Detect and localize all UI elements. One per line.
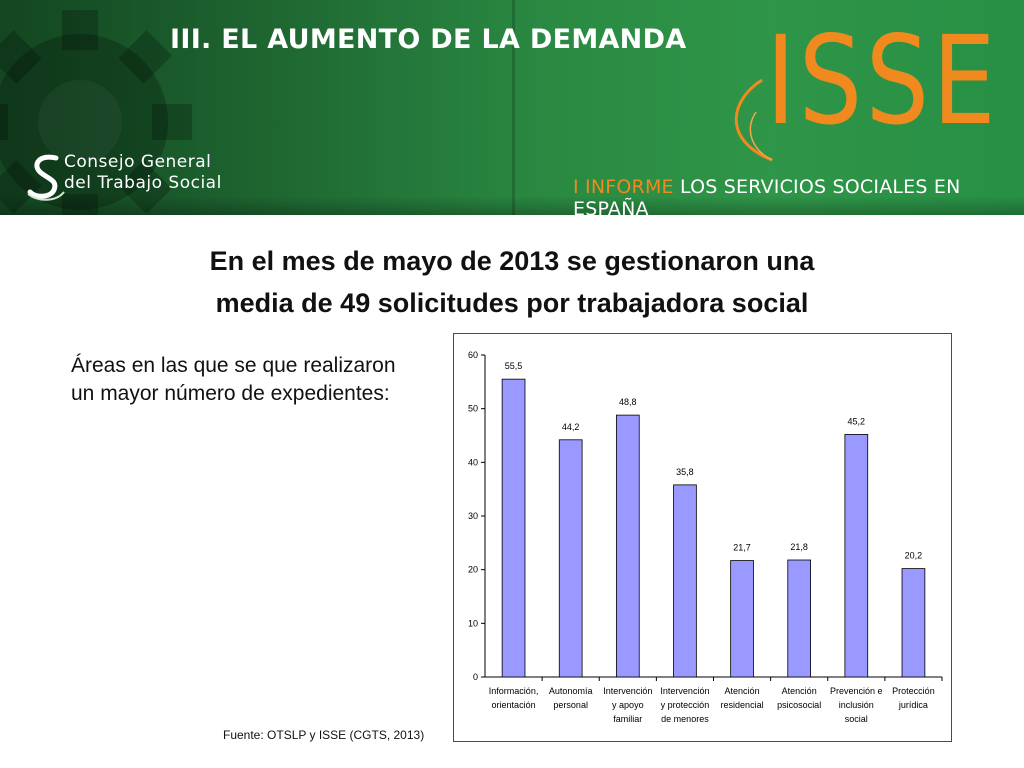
y-tick-label: 10 — [468, 618, 478, 628]
data-label: 48,8 — [619, 397, 637, 407]
headline: En el mes de mayo de 2013 se gestionaron… — [80, 240, 944, 324]
source-note: Fuente: OTSLP y ISSE (CGTS, 2013) — [223, 728, 425, 742]
informe-highlight: I INFORME — [573, 176, 674, 198]
data-label: 21,8 — [790, 542, 808, 552]
data-label: 35,8 — [676, 467, 694, 477]
category-label: Intervención y apoyo familiar — [603, 686, 652, 724]
category-label: Intervención y protección de menores — [660, 686, 709, 724]
cgts-line-2: del Trabajo Social — [64, 173, 222, 193]
header-banner: III. EL AUMENTO DE LA DEMANDA Consejo Ge… — [0, 0, 1024, 215]
bar — [558, 439, 583, 678]
informe-tagline: I INFORME LOS SERVICIOS SOCIALES EN ESPA… — [573, 176, 1024, 215]
category-label: Protección jurídica — [892, 686, 935, 710]
cgts-name: Consejo General del Trabajo Social — [64, 152, 222, 194]
bar — [615, 414, 640, 678]
bar — [901, 568, 926, 678]
data-label: 44,2 — [562, 422, 580, 432]
data-label: 21,7 — [733, 543, 751, 553]
category-label: Información, orientación — [489, 686, 539, 710]
areas-text: Áreas en las que se que realizaron un ma… — [71, 354, 396, 405]
isse-logo: ISSE — [766, 10, 999, 152]
gear-icon — [0, 10, 192, 215]
bar — [730, 560, 754, 678]
bar — [501, 378, 526, 678]
y-tick-label: 30 — [468, 511, 478, 521]
category-label: Atención residencial — [721, 686, 764, 710]
isse-swoosh-icon — [734, 78, 773, 162]
headline-line-1: En el mes de mayo de 2013 se gestionaron… — [209, 246, 815, 276]
data-label: 55,5 — [505, 361, 523, 371]
bar — [787, 559, 812, 678]
category-label: Autonomía personal — [549, 686, 593, 710]
data-label: 20,2 — [905, 551, 923, 561]
y-tick-label: 60 — [468, 350, 478, 360]
bar — [844, 434, 869, 678]
informe-rest: LOS SERVICIOS SOCIALES EN ESPAÑA — [573, 176, 961, 215]
bar-chart-svg: 0 10 20 30 40 50 60 55,5 Información, orientación… — [468, 350, 943, 724]
category-label: Atención psicosocial — [777, 686, 821, 710]
category-label: Prevención e inclusión social — [830, 686, 883, 724]
bar — [673, 484, 697, 678]
bar-chart: 0 10 20 30 40 50 60 55,5 Información, orientación… — [453, 333, 952, 742]
y-tick-label: 40 — [468, 457, 478, 467]
cgts-line-1: Consejo General — [64, 152, 212, 172]
headline-line-2: media de 49 solicitudes por trabajadora … — [215, 288, 809, 318]
y-tick-label: 50 — [468, 404, 478, 414]
cgts-logo-icon — [27, 154, 65, 201]
data-label: 45,2 — [848, 416, 866, 426]
y-tick-label: 20 — [468, 565, 478, 575]
section-title: III. EL AUMENTO DE LA DEMANDA — [170, 24, 687, 55]
y-tick-label: 0 — [473, 672, 478, 682]
